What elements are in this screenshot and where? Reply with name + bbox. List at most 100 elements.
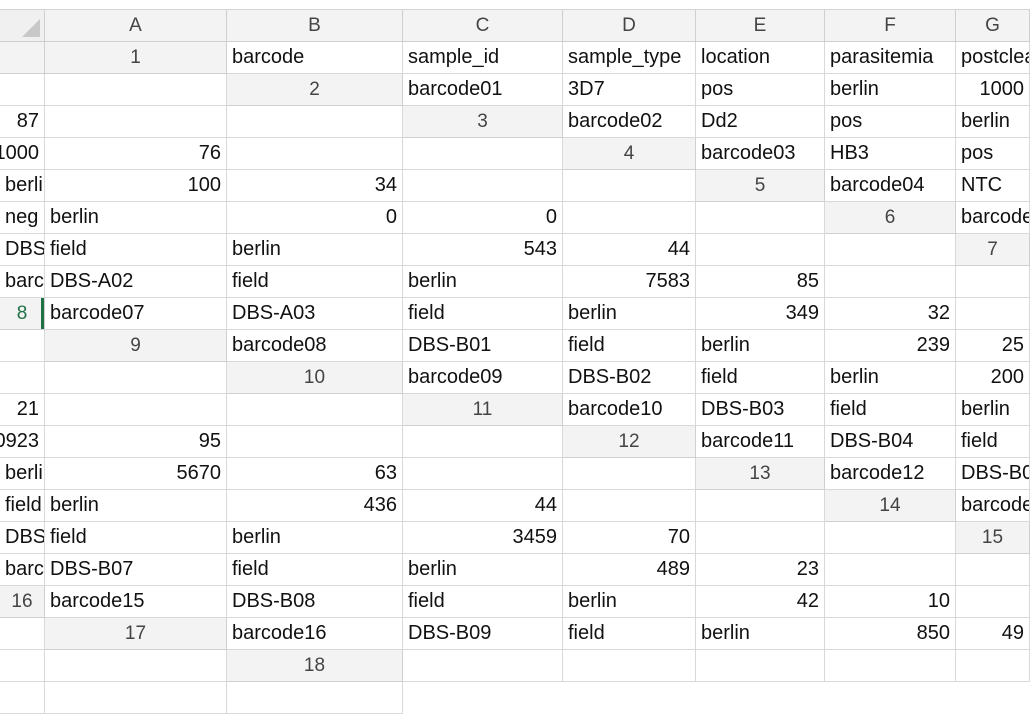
cell-d18[interactable] [825,650,956,682]
row-header-6[interactable]: 6 [825,202,956,234]
cell-b3[interactable]: Dd2 [696,106,825,138]
cell-c10[interactable]: field [696,362,825,394]
row-header-18[interactable]: 18 [227,650,403,682]
cell-c14[interactable]: field [45,522,227,554]
cell-c17[interactable]: field [563,618,696,650]
cell-f12[interactable]: 63 [227,458,403,490]
cell-g15[interactable] [825,554,956,586]
cell-c2[interactable]: pos [696,74,825,106]
cell-f18[interactable] [0,682,45,714]
cell-g4[interactable] [403,170,563,202]
cell-g5[interactable] [563,202,696,234]
cell-f15[interactable]: 23 [696,554,825,586]
cell-a8[interactable]: barcode07 [45,298,227,330]
cell-a11[interactable]: barcode10 [563,394,696,426]
cell-a13[interactable]: barcode12 [825,458,956,490]
column-header-f[interactable]: F [825,10,956,42]
cell-c9[interactable]: field [563,330,696,362]
row-header-8[interactable]: 8 [0,298,45,330]
row-header-2[interactable]: 2 [227,74,403,106]
cell-h11[interactable] [403,426,563,458]
cell-e13[interactable]: 436 [227,490,403,522]
cell-g6[interactable] [696,234,825,266]
cell-f3[interactable]: 76 [45,138,227,170]
row-header-7[interactable]: 7 [956,234,1030,266]
cell-b17[interactable]: DBS-B09 [403,618,563,650]
cell-d1[interactable]: location [696,42,825,74]
cell-f10[interactable]: 21 [0,394,45,426]
cell-a14[interactable]: barcode13 [956,490,1030,522]
row-header-12[interactable]: 12 [563,426,696,458]
cell-b11[interactable]: DBS-B03 [696,394,825,426]
cell-b8[interactable]: DBS-A03 [227,298,403,330]
cell-h14[interactable] [825,522,956,554]
row-header-16[interactable]: 16 [0,586,45,618]
cell-d8[interactable]: berlin [563,298,696,330]
cell-h2[interactable] [227,106,403,138]
cell-g18[interactable] [45,682,227,714]
cell-a1[interactable]: barcode [227,42,403,74]
cell-b14[interactable]: DBS-B06 [0,522,45,554]
cell-a18[interactable] [403,650,563,682]
cell-e16[interactable]: 42 [696,586,825,618]
cell-d17[interactable]: berlin [696,618,825,650]
cell-h13[interactable] [696,490,825,522]
row-header-11[interactable]: 11 [403,394,563,426]
cell-f13[interactable]: 44 [403,490,563,522]
cell-g12[interactable] [403,458,563,490]
row-header-9[interactable]: 9 [45,330,227,362]
cell-f7[interactable]: 85 [696,266,825,298]
cell-f6[interactable]: 44 [563,234,696,266]
cell-d5[interactable]: berlin [45,202,227,234]
cell-h18[interactable] [227,682,403,714]
cell-b5[interactable]: NTC [956,170,1030,202]
cell-g10[interactable] [45,394,227,426]
cell-f5[interactable]: 0 [403,202,563,234]
row-header-5[interactable]: 5 [696,170,825,202]
cell-c3[interactable]: pos [825,106,956,138]
cell-a17[interactable]: barcode16 [227,618,403,650]
column-header-h[interactable] [0,42,45,74]
cell-h8[interactable] [0,330,45,362]
cell-h9[interactable] [45,362,227,394]
cell-d2[interactable]: berlin [825,74,956,106]
column-header-a[interactable]: A [45,10,227,42]
cell-e11[interactable]: 10923 [0,426,45,458]
cell-g9[interactable] [0,362,45,394]
cell-b18[interactable] [563,650,696,682]
cell-b13[interactable]: DBS-B05 [956,458,1030,490]
cell-c7[interactable]: field [227,266,403,298]
cell-e3[interactable]: 1000 [0,138,45,170]
cell-d4[interactable]: berlin [0,170,45,202]
cell-b1[interactable]: sample_id [403,42,563,74]
column-header-c[interactable]: C [403,10,563,42]
cell-d10[interactable]: berlin [825,362,956,394]
cell-c8[interactable]: field [403,298,563,330]
cell-h17[interactable] [45,650,227,682]
cell-h5[interactable] [696,202,825,234]
cell-h12[interactable] [563,458,696,490]
cell-c6[interactable]: field [45,234,227,266]
row-header-14[interactable]: 14 [825,490,956,522]
cell-c16[interactable]: field [403,586,563,618]
cell-h3[interactable] [403,138,563,170]
cell-d13[interactable]: berlin [45,490,227,522]
cell-b12[interactable]: DBS-B04 [825,426,956,458]
cell-h6[interactable] [825,234,956,266]
cell-e5[interactable]: 0 [227,202,403,234]
cell-c18[interactable] [696,650,825,682]
cell-f4[interactable]: 34 [227,170,403,202]
cell-e15[interactable]: 489 [563,554,696,586]
cell-d3[interactable]: berlin [956,106,1030,138]
cell-b6[interactable]: DBS-A01 [0,234,45,266]
cell-a16[interactable]: barcode15 [45,586,227,618]
cell-c13[interactable]: field [0,490,45,522]
cell-a3[interactable]: barcode02 [563,106,696,138]
cell-a7[interactable]: barcode06 [0,266,45,298]
cell-c11[interactable]: field [825,394,956,426]
cell-e4[interactable]: 100 [45,170,227,202]
cell-d16[interactable]: berlin [563,586,696,618]
cell-a2[interactable]: barcode01 [403,74,563,106]
cell-c15[interactable]: field [227,554,403,586]
cell-f14[interactable]: 70 [563,522,696,554]
